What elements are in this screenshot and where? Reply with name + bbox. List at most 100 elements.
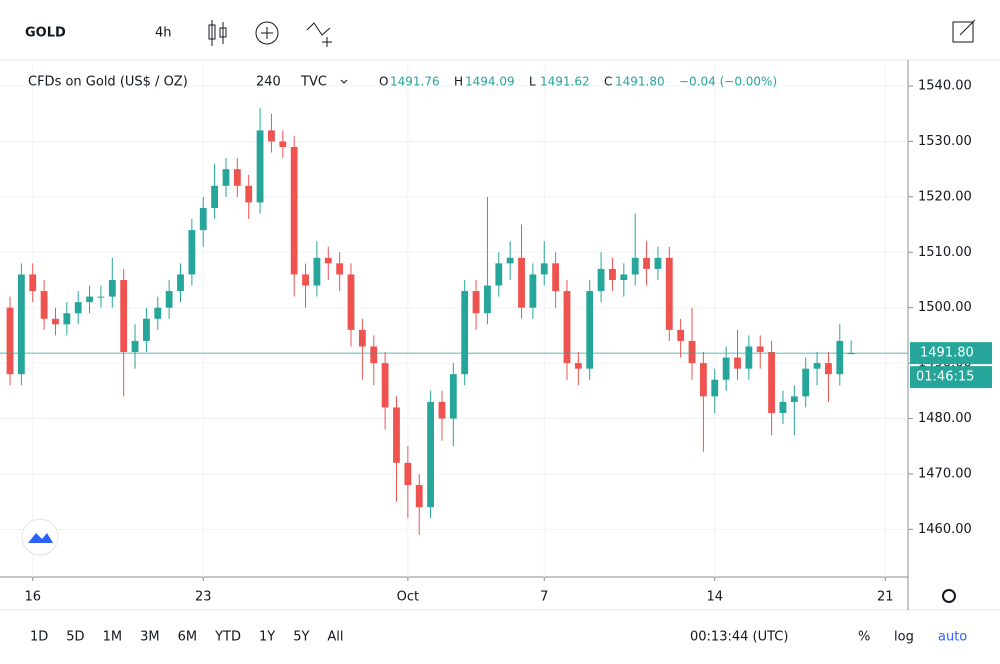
interval[interactable]: 4h: [155, 26, 172, 41]
y-tick-label: 1470.00: [918, 466, 972, 481]
candle-body: [665, 257, 673, 330]
candle-body: [756, 346, 764, 353]
candle-body: [279, 141, 287, 147]
candle-body: [506, 257, 514, 264]
candle-body: [6, 307, 14, 375]
candle-body: [381, 363, 389, 408]
range-button[interactable]: 1D: [30, 630, 48, 645]
candle-body: [802, 368, 810, 397]
candle-body: [142, 318, 150, 341]
range-button[interactable]: 6M: [178, 630, 198, 645]
price-label: 1491.80: [920, 346, 974, 361]
source-caret: [340, 79, 348, 84]
candle-body: [97, 296, 105, 298]
candle-body: [699, 363, 707, 397]
candle-body: [620, 274, 628, 280]
candle-body: [256, 130, 264, 203]
scale-option[interactable]: log: [894, 630, 914, 645]
candle-body: [529, 274, 537, 308]
candle-body: [17, 274, 25, 375]
x-tick-label: 23: [195, 590, 212, 605]
y-tick-label: 1510.00: [918, 245, 972, 260]
x-tick-label: 16: [24, 590, 41, 605]
y-tick-label: 1520.00: [918, 189, 972, 204]
candle-body: [290, 146, 298, 275]
candle-body: [677, 329, 685, 341]
candle-body: [188, 230, 196, 275]
ohlc-value: 1494.09: [465, 75, 515, 89]
range-button[interactable]: YTD: [214, 630, 241, 645]
candle-body: [495, 263, 503, 286]
candle-body: [609, 268, 616, 280]
ohlc-key: C: [604, 75, 612, 89]
candle-body: [404, 462, 412, 486]
candle-body: [643, 257, 650, 269]
legend-change: −0.04 (−0.00%): [679, 75, 777, 89]
candle-body: [222, 169, 230, 186]
candle-body: [597, 268, 605, 292]
candle-body: [370, 346, 378, 364]
range-button[interactable]: 1M: [103, 630, 123, 645]
scale-option[interactable]: %: [858, 630, 870, 645]
candle-body: [199, 207, 207, 231]
settings-icon[interactable]: [942, 589, 956, 603]
candle-body: [245, 185, 253, 203]
range-button[interactable]: 5Y: [293, 630, 309, 645]
candle-body: [302, 274, 309, 286]
candle-body: [233, 169, 241, 186]
candle-body: [586, 291, 594, 369]
ohlc-value: 1491.62: [540, 75, 590, 89]
candle-body: [324, 257, 332, 264]
ohlc-key: H: [454, 75, 463, 89]
candle-body: [790, 396, 798, 402]
ohlc-value: 1491.80: [615, 75, 665, 89]
candle-body: [836, 340, 844, 375]
fullscreen-icon[interactable]: [952, 19, 976, 43]
ohlc-value: 1491.76: [390, 75, 440, 89]
legend-source[interactable]: TVC: [300, 75, 327, 90]
candle-body: [813, 363, 821, 369]
candle-body: [825, 363, 832, 375]
candle-body: [120, 279, 128, 353]
logo: [21, 518, 59, 556]
add-indicator-icon[interactable]: [255, 21, 279, 45]
range-button[interactable]: 1Y: [259, 630, 275, 645]
candle-body: [268, 130, 275, 142]
candle-body: [74, 302, 82, 314]
y-tick-label: 1500.00: [918, 300, 972, 315]
y-tick-label: 1460.00: [918, 522, 972, 537]
y-tick-label: 1530.00: [918, 134, 972, 149]
candle-icon[interactable]: [208, 20, 227, 46]
candle-body: [654, 257, 662, 269]
range-button[interactable]: 3M: [140, 630, 160, 645]
candle-body: [711, 379, 719, 397]
candle-body: [165, 291, 173, 308]
ohlc-key: L: [529, 75, 536, 89]
candle-body: [358, 329, 366, 347]
candle-body: [768, 352, 776, 413]
scale-option[interactable]: auto: [938, 630, 967, 645]
price-label-box: [910, 342, 992, 365]
candle-body: [688, 340, 696, 364]
candle-body: [427, 401, 434, 508]
candle-body: [438, 401, 446, 419]
symbol[interactable]: GOLD: [25, 26, 66, 41]
compare-icon[interactable]: [306, 22, 332, 47]
candle-body: [336, 263, 344, 275]
range-button[interactable]: 5D: [66, 630, 84, 645]
candle-body: [347, 274, 355, 330]
candle-body: [574, 363, 582, 369]
candle-body: [29, 274, 37, 292]
legend-name: CFDs on Gold (US$ / OZ): [28, 75, 188, 90]
candle-body: [847, 353, 855, 355]
countdown-box: [910, 366, 992, 389]
candle-body: [779, 401, 787, 413]
range-button[interactable]: All: [327, 630, 343, 645]
candle-body: [722, 357, 730, 380]
candle-body: [631, 257, 639, 275]
candle-body: [461, 291, 469, 375]
candle-body: [131, 340, 139, 353]
clock: 00:13:44 (UTC): [690, 630, 788, 645]
